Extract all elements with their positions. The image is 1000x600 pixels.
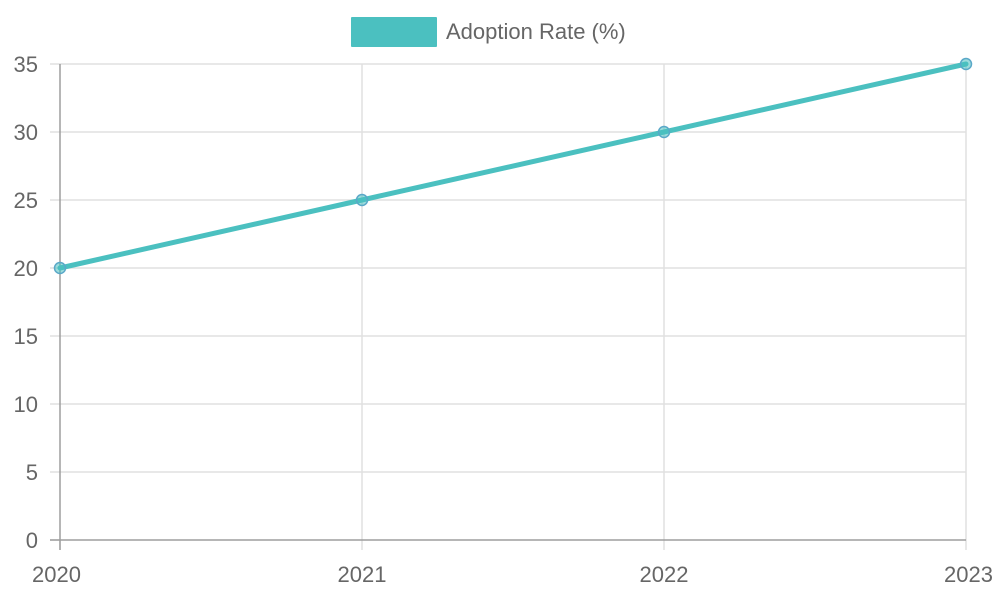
y-tick-label: 20 <box>14 256 38 281</box>
y-tick-label: 35 <box>14 52 38 77</box>
axes <box>50 64 966 550</box>
y-tick-label: 5 <box>26 460 38 485</box>
y-tick-label: 10 <box>14 392 38 417</box>
y-tick-label: 15 <box>14 324 38 349</box>
x-tick-label: 2022 <box>640 562 689 587</box>
y-tick-label: 25 <box>14 188 38 213</box>
y-tick-label: 0 <box>26 528 38 553</box>
legend[interactable]: Adoption Rate (%) <box>351 17 626 47</box>
x-tick-label: 2020 <box>32 562 81 587</box>
legend-swatch <box>351 17 437 47</box>
y-axis-tick-labels: 0 5 10 15 20 25 30 35 <box>14 52 38 553</box>
series-line <box>57 61 969 271</box>
data-point[interactable] <box>657 125 671 139</box>
data-point[interactable] <box>959 57 973 71</box>
legend-label-adoption-rate: Adoption Rate (%) <box>446 19 626 44</box>
series-adoption-rate <box>53 57 973 275</box>
x-tick-label: 2021 <box>338 562 387 587</box>
grid <box>50 63 967 550</box>
x-axis-tick-labels: 2020 2021 2022 2023 <box>32 562 993 587</box>
x-tick-label: 2023 <box>944 562 993 587</box>
data-point[interactable] <box>355 193 369 207</box>
y-tick-label: 30 <box>14 120 38 145</box>
data-point[interactable] <box>53 261 67 275</box>
